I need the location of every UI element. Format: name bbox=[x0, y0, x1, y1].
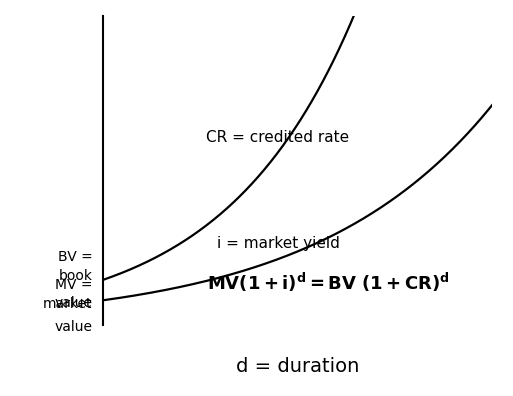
Text: d = duration: d = duration bbox=[236, 357, 359, 376]
Text: book: book bbox=[58, 269, 92, 283]
Text: value: value bbox=[54, 320, 92, 334]
Text: i = market yield: i = market yield bbox=[216, 236, 340, 251]
Text: CR = credited rate: CR = credited rate bbox=[207, 130, 349, 145]
Text: MV =: MV = bbox=[55, 278, 92, 292]
Text: $\mathbf{MV(1+i)^d = BV\ (1+CR)^d}$: $\mathbf{MV(1+i)^d = BV\ (1+CR)^d}$ bbox=[207, 271, 450, 294]
Text: market: market bbox=[43, 297, 92, 311]
Text: BV =: BV = bbox=[57, 250, 92, 264]
Text: value: value bbox=[54, 296, 92, 310]
